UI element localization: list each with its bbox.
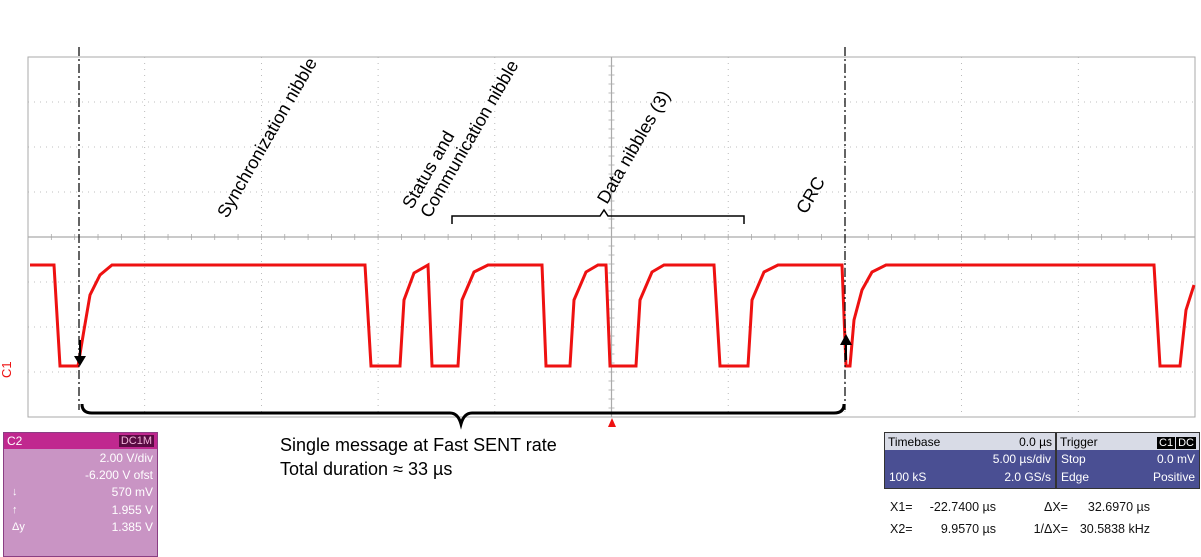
summary-line-1: Single message at Fast SENT rate: [280, 435, 557, 455]
offset-row: -6.200 V ofst: [4, 466, 157, 483]
channel-name: C2: [7, 434, 23, 448]
summary-text: Single message at Fast SENT rate Total d…: [280, 433, 557, 481]
trigger-panel[interactable]: Trigger C1 DC Stop 0.0 mV Edge Positive: [1056, 432, 1200, 489]
x2-value: 9.9570 µs: [940, 522, 996, 536]
trigger-coupling-badge: DC: [1176, 436, 1196, 449]
timebase-delay: 0.0 µs: [1019, 434, 1052, 449]
cursor-up-value: 1.955 V: [111, 502, 153, 517]
trigger-level: 0.0 mV: [1156, 452, 1195, 466]
scope-display: C1 Synchronization nibble Status and Com…: [0, 47, 1196, 430]
channel-c2-panel[interactable]: C2 DC1M 2.00 V/div -6.200 V ofst ↓ 570 m…: [3, 432, 158, 557]
trigger-position-marker: [608, 418, 616, 427]
cursor-up-label: ↑: [12, 503, 18, 516]
cursor-up-arrow-icon: [840, 334, 852, 360]
dx-label: ΔX=: [1044, 500, 1068, 514]
sample-count: 100 kS: [889, 470, 927, 484]
grid: [27, 56, 1196, 418]
time-per-div-value: 5.00 µs/div: [992, 452, 1051, 466]
trace-channel-label: C1: [0, 361, 14, 378]
cursor-down-value: 570 mV: [111, 485, 153, 500]
timebase-panel[interactable]: Timebase 0.0 µs 5.00 µs/div 100 kS 2.0 G…: [884, 432, 1056, 489]
trigger-type: Edge: [1061, 470, 1090, 484]
volts-per-div-value: 2.00 V/div: [99, 450, 153, 465]
timebase-scale-row: 5.00 µs/div: [885, 450, 1055, 468]
timebase-sampling-row: 100 kS 2.0 GS/s: [885, 468, 1055, 486]
timebase-title: Timebase: [888, 434, 941, 449]
trigger-header[interactable]: Trigger C1 DC: [1057, 433, 1199, 450]
cursor-readouts: X1= -22.7400 µs ΔX= 32.6970 µs X2= 9.957…: [890, 496, 1195, 540]
cursor-down-row: ↓ 570 mV: [4, 484, 157, 501]
cursor-up-row: ↑ 1.955 V: [4, 501, 157, 518]
volts-per-div-row: 2.00 V/div: [4, 449, 157, 466]
summary-line-2: Total duration ≈ 33 µs: [280, 459, 453, 479]
cursor-down-arrow-icon: [74, 340, 86, 366]
cursor-down-label: ↓: [12, 486, 18, 499]
trigger-type-row: Edge Positive: [1057, 468, 1199, 486]
offset-value: -6.200 V ofst: [84, 468, 153, 483]
x1-value: -22.7400 µs: [929, 500, 996, 514]
channel-c2-header[interactable]: C2 DC1M: [4, 433, 157, 449]
cursor-readout-row-1: X1= -22.7400 µs ΔX= 32.6970 µs: [890, 496, 1195, 518]
trigger-badges: C1 DC: [1156, 435, 1196, 449]
trigger-slope: Positive: [1152, 470, 1195, 484]
timebase-header[interactable]: Timebase 0.0 µs: [885, 433, 1055, 450]
delta-y-row: Δy 1.385 V: [4, 519, 157, 536]
total-duration-brace: [80, 403, 846, 430]
cursor-readout-row-2: X2= 9.9570 µs 1/ΔX= 30.5838 kHz: [890, 518, 1195, 540]
x1-label: X1=: [890, 500, 913, 514]
trigger-mode-row: Stop 0.0 mV: [1057, 450, 1199, 468]
data-nibbles-brace: [451, 208, 745, 224]
sample-rate: 2.0 GS/s: [1004, 470, 1051, 484]
c1-waveform-trace: [30, 262, 1196, 368]
inv-dx-value: 30.5838 kHz: [1079, 522, 1150, 536]
inv-dx-label: 1/ΔX=: [1033, 522, 1068, 536]
dx-value: 32.6970 µs: [1087, 500, 1150, 514]
delta-y-value: 1.385 V: [111, 520, 153, 535]
trigger-source-badge: C1: [1157, 436, 1176, 449]
trigger-title: Trigger: [1060, 434, 1098, 449]
delta-y-label: Δy: [12, 521, 25, 534]
trigger-mode: Stop: [1061, 452, 1086, 466]
x2-label: X2=: [890, 522, 913, 536]
coupling-badge: DC1M: [118, 435, 154, 447]
